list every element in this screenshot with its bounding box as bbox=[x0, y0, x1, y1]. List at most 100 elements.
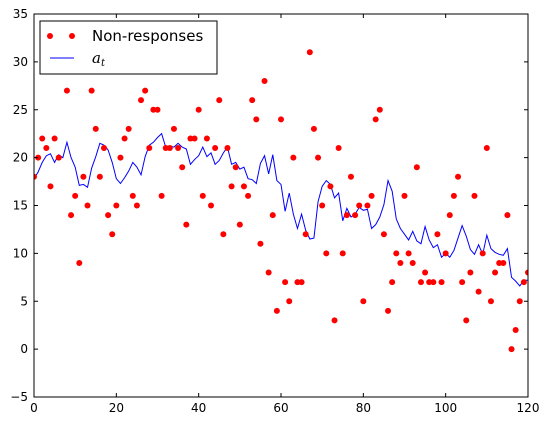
data-point bbox=[175, 145, 182, 152]
data-point bbox=[323, 250, 330, 257]
data-point bbox=[142, 87, 149, 94]
data-point bbox=[434, 231, 441, 238]
data-point bbox=[475, 288, 482, 295]
data-point bbox=[492, 269, 499, 276]
data-point bbox=[459, 279, 466, 286]
data-point bbox=[487, 298, 494, 305]
data-point bbox=[199, 192, 206, 199]
data-point bbox=[179, 164, 186, 171]
data-point bbox=[520, 279, 527, 286]
data-point bbox=[39, 135, 46, 142]
data-point bbox=[306, 49, 313, 56]
data-point bbox=[512, 326, 519, 333]
data-point bbox=[117, 154, 124, 161]
data-point bbox=[224, 145, 231, 152]
data-point bbox=[479, 250, 486, 257]
data-point bbox=[496, 259, 503, 266]
data-point bbox=[331, 317, 338, 324]
data-point bbox=[253, 116, 260, 123]
x-axis: 0 20 40 60 80 100 120 bbox=[30, 14, 539, 415]
data-point bbox=[265, 269, 272, 276]
data-point bbox=[146, 145, 153, 152]
data-point bbox=[500, 259, 507, 266]
data-point bbox=[319, 202, 326, 209]
data-point bbox=[166, 145, 173, 152]
data-point bbox=[376, 106, 383, 113]
data-point bbox=[63, 87, 70, 94]
data-point bbox=[450, 192, 457, 199]
data-point bbox=[245, 192, 252, 199]
data-point bbox=[34, 173, 37, 180]
data-point bbox=[430, 279, 437, 286]
data-point bbox=[347, 173, 354, 180]
series-marker-layer bbox=[34, 30, 528, 353]
data-point bbox=[43, 145, 50, 152]
data-point bbox=[401, 192, 408, 199]
y-tick-label: 10 bbox=[13, 246, 28, 260]
data-point bbox=[113, 202, 120, 209]
data-point bbox=[368, 192, 375, 199]
data-point bbox=[426, 279, 433, 286]
data-point bbox=[438, 279, 445, 286]
legend-label-subscript-t: t bbox=[101, 58, 106, 69]
data-point bbox=[372, 116, 379, 123]
data-point bbox=[471, 192, 478, 199]
data-point bbox=[290, 154, 297, 161]
data-point bbox=[516, 298, 523, 305]
legend-label-a-t: at bbox=[92, 49, 106, 69]
data-point bbox=[442, 250, 449, 257]
data-point bbox=[76, 259, 83, 266]
y-axis: −5 0 5 10 15 20 25 30 35 bbox=[10, 7, 528, 404]
data-point bbox=[467, 269, 474, 276]
y-tick-label: 25 bbox=[13, 103, 28, 117]
data-point bbox=[47, 183, 54, 190]
data-point bbox=[380, 231, 387, 238]
data-point bbox=[72, 192, 79, 199]
x-tick-label: 40 bbox=[191, 401, 206, 415]
data-point bbox=[191, 135, 198, 142]
data-point bbox=[208, 202, 215, 209]
x-tick-label: 80 bbox=[356, 401, 371, 415]
data-point bbox=[249, 97, 256, 104]
data-point bbox=[397, 259, 404, 266]
data-point bbox=[310, 125, 317, 132]
data-point bbox=[294, 279, 301, 286]
data-point bbox=[417, 279, 424, 286]
data-point bbox=[525, 269, 528, 276]
data-point bbox=[463, 317, 470, 324]
data-point bbox=[261, 78, 268, 85]
data-point bbox=[393, 250, 400, 257]
y-tick-label: 35 bbox=[13, 7, 28, 21]
data-point bbox=[273, 307, 280, 314]
data-point bbox=[203, 135, 210, 142]
y-tick-label: 15 bbox=[13, 199, 28, 213]
data-point bbox=[364, 202, 371, 209]
data-point bbox=[278, 116, 284, 123]
data-point bbox=[187, 135, 194, 142]
series-line-a-t bbox=[34, 132, 528, 287]
data-point bbox=[343, 212, 350, 219]
data-point bbox=[240, 183, 247, 190]
y-tick-label: 5 bbox=[20, 294, 28, 308]
data-point bbox=[228, 183, 235, 190]
data-point bbox=[150, 106, 157, 113]
data-point bbox=[413, 164, 420, 171]
data-point bbox=[504, 212, 511, 219]
data-point bbox=[55, 154, 62, 161]
legend-marker-red-dot bbox=[47, 33, 53, 39]
data-point bbox=[51, 135, 58, 142]
data-point bbox=[269, 212, 276, 219]
data-point bbox=[195, 106, 202, 113]
data-point bbox=[232, 164, 239, 171]
x-tick-label: 0 bbox=[30, 401, 38, 415]
data-point bbox=[183, 221, 190, 228]
data-point bbox=[80, 173, 87, 180]
data-point bbox=[129, 192, 136, 199]
data-point bbox=[125, 125, 132, 132]
x-tick-label: 120 bbox=[517, 401, 540, 415]
x-tick-label: 60 bbox=[273, 401, 288, 415]
data-point bbox=[35, 154, 42, 161]
data-point bbox=[298, 279, 305, 286]
x-tick-label: 20 bbox=[109, 401, 124, 415]
